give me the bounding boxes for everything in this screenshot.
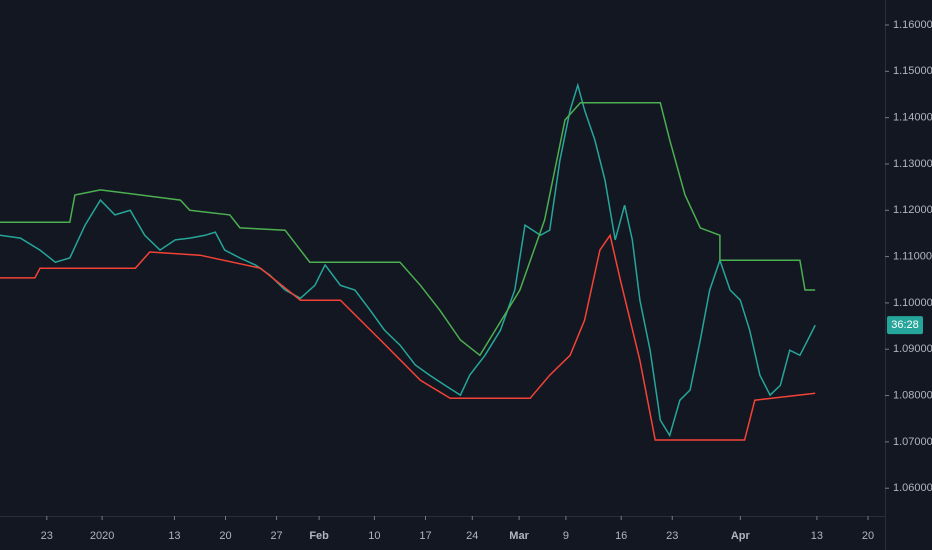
y-tick-label: 1.120000 — [893, 204, 932, 216]
x-tick-label: 17 — [419, 530, 431, 542]
x-tick-label: 20 — [862, 530, 874, 542]
y-tick-label: 1.080000 — [893, 389, 932, 401]
x-tick-label: 16 — [615, 530, 627, 542]
x-tick-label: Feb — [309, 530, 329, 542]
x-tick-label: 24 — [466, 530, 478, 542]
x-tick-label: 27 — [270, 530, 282, 542]
price-tag — [887, 316, 923, 335]
y-tick-label: 1.140000 — [893, 112, 932, 124]
y-tick-label: 1.100000 — [893, 297, 932, 309]
y-tick-label: 1.160000 — [893, 19, 932, 31]
x-tick-label: 13 — [168, 530, 180, 542]
x-tick-label: 23 — [41, 530, 53, 542]
countdown-label: 36:28 — [891, 319, 919, 331]
series-line — [0, 233, 816, 441]
x-tick-label: 13 — [811, 530, 823, 542]
y-tick-label: 1.130000 — [893, 158, 932, 170]
y-tick-label: 1.150000 — [893, 65, 932, 77]
series-line — [0, 82, 816, 438]
y-tick-label: 1.110000 — [893, 251, 932, 263]
y-tick-label: 1.090000 — [893, 343, 932, 355]
x-tick-label: Mar — [509, 530, 529, 542]
x-tick-label: 9 — [563, 530, 569, 542]
x-tick-label: Apr — [731, 530, 751, 542]
x-tick-label: 2020 — [90, 530, 114, 542]
x-tick-label: 10 — [368, 530, 380, 542]
series-line — [0, 102, 816, 357]
x-tick-label: 20 — [219, 530, 231, 542]
y-tick-label: 1.060000 — [893, 482, 932, 494]
x-tick-label: 23 — [666, 530, 678, 542]
y-tick-label: 1.070000 — [893, 436, 932, 448]
